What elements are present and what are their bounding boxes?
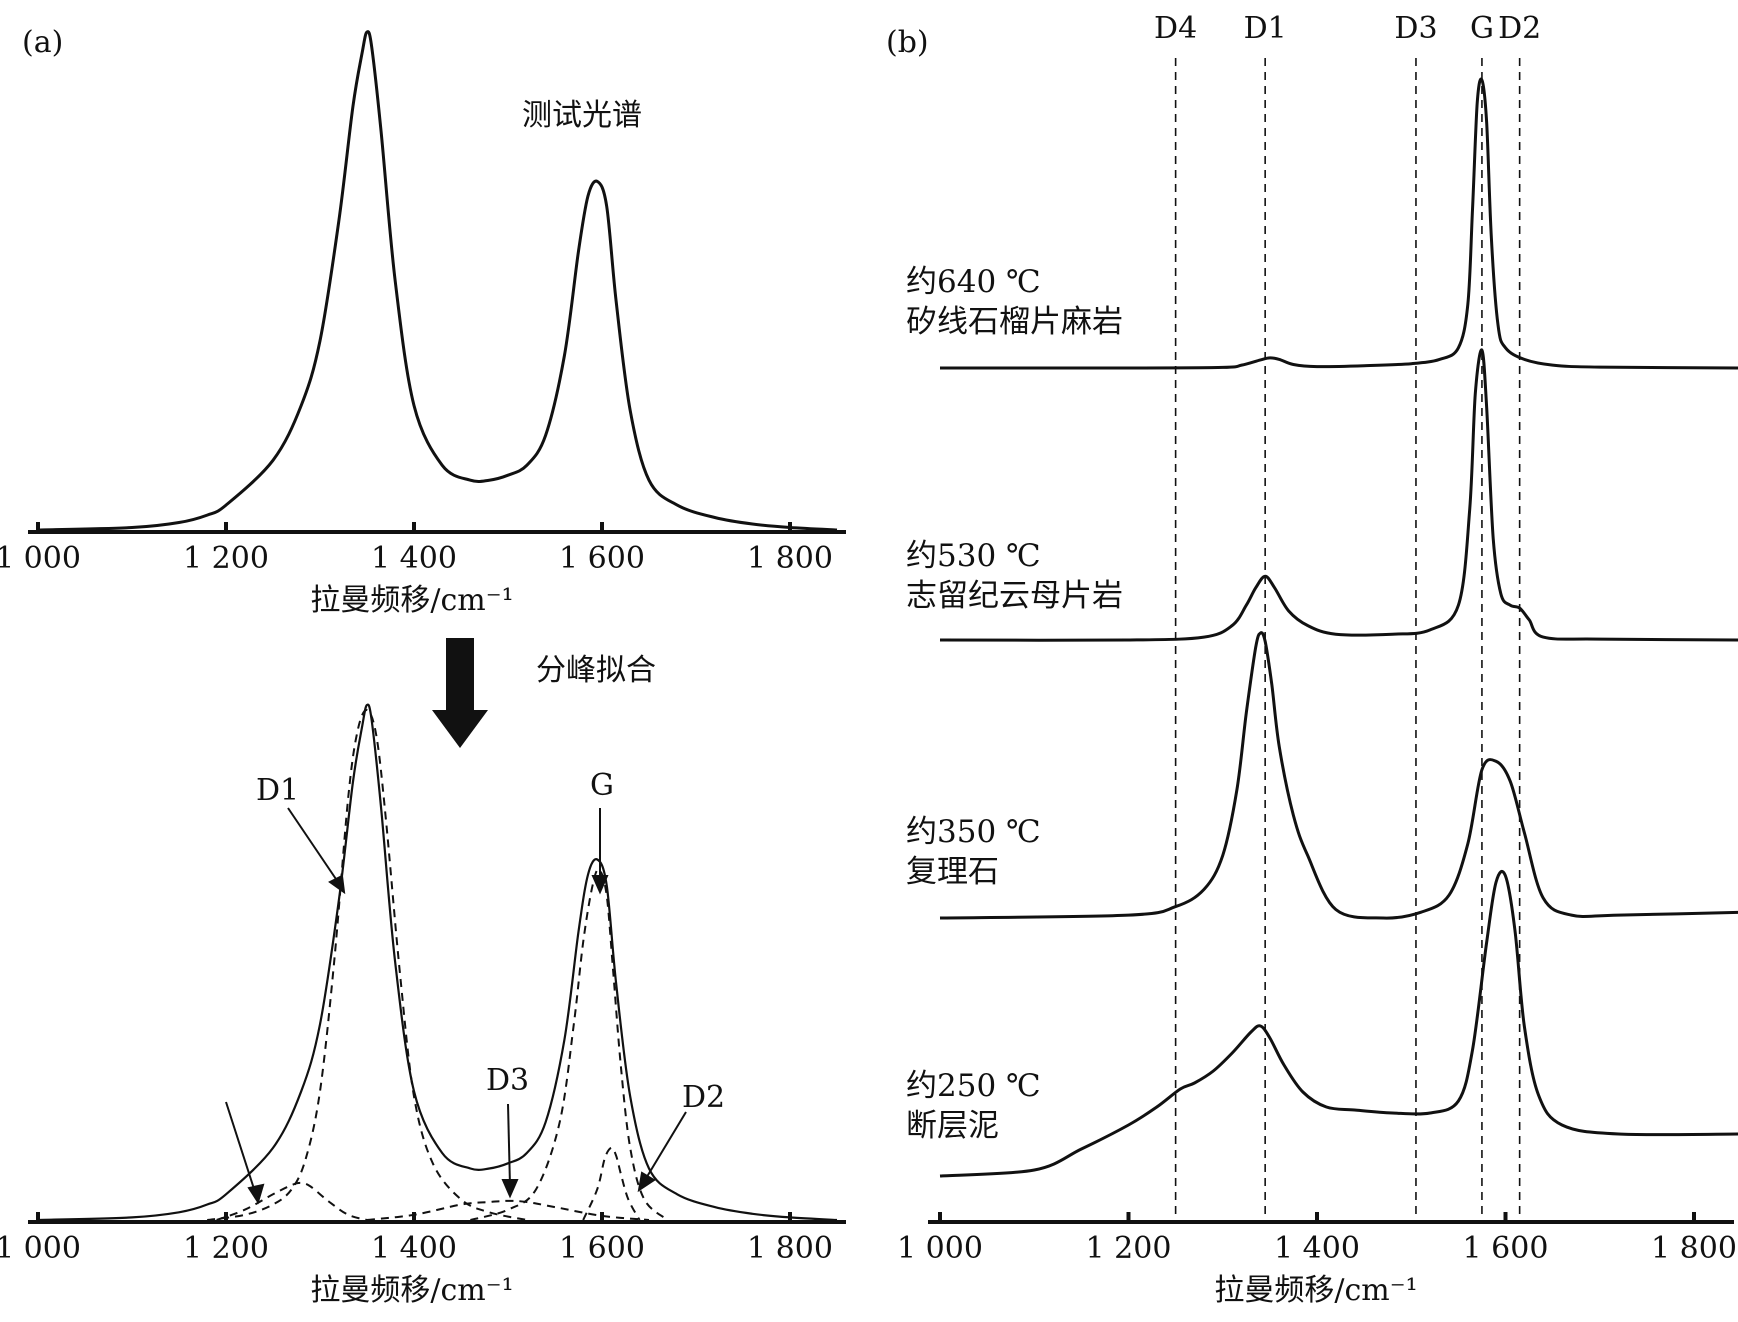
series-line-test-spectrum <box>37 30 838 532</box>
x-tick-label: 1 000 <box>0 541 81 576</box>
a-bottom-curves <box>37 703 838 1222</box>
x-tick-label: 1 600 <box>1463 1231 1549 1266</box>
x-tick-label: 1 000 <box>897 1231 983 1266</box>
reference-label-g: G <box>1470 11 1494 46</box>
series-line-sample-4 <box>939 869 1738 1178</box>
b-x-axis-title: 拉曼频移/cm⁻¹ <box>1214 1273 1417 1308</box>
x-tick-label: 1 400 <box>371 541 457 576</box>
panel-a-label: (a) <box>22 25 63 60</box>
a-bottom-ticks: 1 000 1 200 1 400 1 600 1 800 <box>0 1212 833 1266</box>
arrow-d2-line <box>644 1111 687 1181</box>
fit-component-line <box>582 1146 641 1221</box>
series-line-sample-3 <box>939 631 1738 920</box>
peak-label-d3: D3 <box>486 1063 529 1098</box>
a-top-curves <box>37 30 838 532</box>
arrow-shoulder-head <box>247 1183 265 1205</box>
fit-component-line <box>470 868 669 1221</box>
arrow-d1-line <box>287 807 341 886</box>
x-tick-label: 1 600 <box>559 1231 645 1266</box>
arrow-d2-head <box>637 1171 656 1193</box>
arrow-shoulder-line <box>225 1101 256 1193</box>
fit-envelope-line <box>37 703 838 1222</box>
sample-label-1-line-1: 约640 ℃ <box>906 264 1041 300</box>
fit-arrow-head <box>432 710 488 748</box>
a-bottom-x-axis-title: 拉曼频移/cm⁻¹ <box>310 1273 513 1308</box>
arrow-d3-head <box>501 1179 519 1199</box>
x-tick-label: 1 800 <box>747 1231 833 1266</box>
sample-label-3-line-2: 复理石 <box>906 854 999 890</box>
arrow-d1-head <box>328 874 346 895</box>
sample-label-2-line-2: 志留纪云母片岩 <box>906 578 1123 614</box>
sample-label-3-line-1: 约350 ℃ <box>906 814 1041 850</box>
fit-component-line <box>207 709 528 1221</box>
x-tick-label: 1 200 <box>1086 1231 1172 1266</box>
x-tick-label: 1 800 <box>747 541 833 576</box>
x-tick-label: 1 600 <box>559 541 645 576</box>
peak-label-g: G <box>590 768 614 803</box>
x-tick-label: 1 400 <box>371 1231 457 1266</box>
reference-label-d3: D3 <box>1394 11 1437 46</box>
test-spectrum-label: 测试光谱 <box>522 98 642 133</box>
x-tick-label: 1 200 <box>183 541 269 576</box>
x-tick-label: 1 200 <box>183 1231 269 1266</box>
fit-arrow: 分峰拟合 <box>432 638 656 748</box>
b-reference-lines: D4 D1 D3 G D2 <box>1154 11 1541 1218</box>
arrow-g-head <box>591 875 609 895</box>
series-line-sample-2 <box>939 348 1738 642</box>
peak-arrows <box>225 807 687 1205</box>
a-top-x-axis-title: 拉曼频移/cm⁻¹ <box>310 583 513 618</box>
sample-label-2-line-1: 约530 ℃ <box>906 538 1041 574</box>
fit-component-line <box>216 1181 368 1221</box>
sample-label-1-line-2: 矽线石榴片麻岩 <box>906 304 1123 340</box>
arrow-d3-line <box>507 1103 511 1187</box>
sample-label-4-line-2: 断层泥 <box>906 1108 999 1144</box>
x-tick-label: 1 400 <box>1274 1231 1360 1266</box>
panel-a-bottom: 1 000 1 200 1 400 1 600 1 800 拉曼频移/cm⁻¹ D1 G… <box>0 703 846 1308</box>
panel-a-top: (a) 测试光谱 1 000 1 200 1 400 1 600 1 800 拉曼频移/… <box>0 25 846 618</box>
reference-label-d4: D4 <box>1154 11 1197 46</box>
reference-label-d1: D1 <box>1244 11 1287 46</box>
fit-component-line <box>366 1199 650 1221</box>
x-tick-label: 1 800 <box>1651 1231 1737 1266</box>
fit-arrow-shaft <box>446 638 474 710</box>
b-ticks: 1 000 1 200 1 400 1 600 1 800 <box>897 1212 1737 1266</box>
series-line-sample-1 <box>939 77 1738 370</box>
reference-label-d2: D2 <box>1498 11 1541 46</box>
b-curves <box>939 77 1738 1178</box>
fit-note-label: 分峰拟合 <box>536 653 656 688</box>
sample-label-4-line-1: 约250 ℃ <box>906 1068 1041 1104</box>
a-top-ticks: 1 000 1 200 1 400 1 600 1 800 <box>0 522 833 576</box>
x-tick-label: 1 000 <box>0 1231 81 1266</box>
panel-b-label: (b) <box>886 25 929 60</box>
peak-label-d1: D1 <box>256 773 299 808</box>
peak-label-d2: D2 <box>682 1080 725 1115</box>
